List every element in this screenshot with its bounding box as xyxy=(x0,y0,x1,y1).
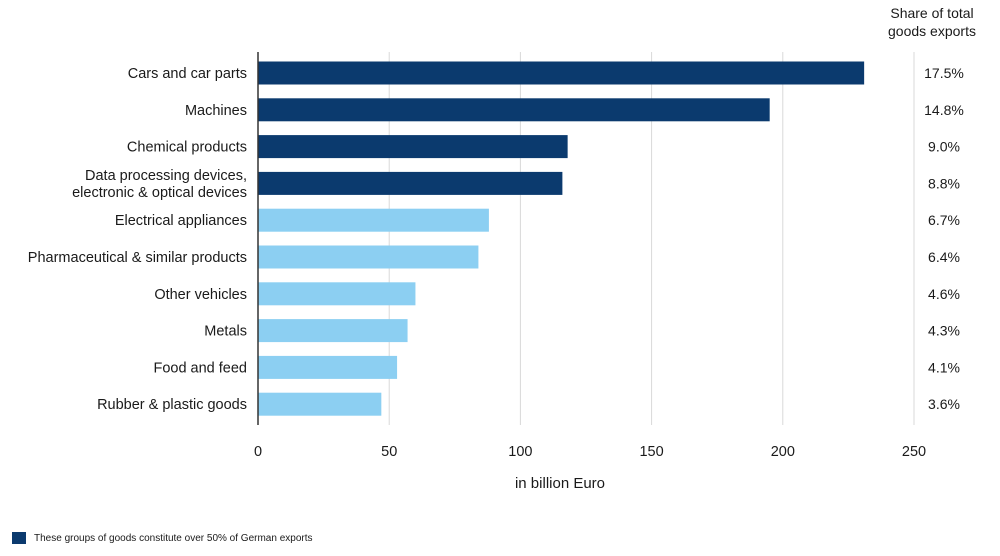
bar xyxy=(258,282,416,306)
bar xyxy=(258,245,479,269)
share-header: Share of total goods exports xyxy=(872,4,992,40)
x-tick-label: 200 xyxy=(771,444,795,460)
share-label: 3.6% xyxy=(928,396,960,412)
legend: These groups of goods constitute over 50… xyxy=(12,532,313,544)
x-tick-label: 150 xyxy=(639,444,663,460)
category-label: Electrical appliances xyxy=(115,213,247,229)
bar xyxy=(258,98,770,122)
bar xyxy=(258,171,563,195)
bar xyxy=(258,392,382,416)
category-label: Other vehicles xyxy=(154,287,247,303)
share-label: 6.7% xyxy=(928,212,960,228)
share-label: 4.6% xyxy=(928,286,960,302)
legend-swatch xyxy=(12,532,26,544)
legend-text: These groups of goods constitute over 50… xyxy=(34,532,313,544)
share-label: 6.4% xyxy=(928,249,960,265)
share-label: 14.8% xyxy=(924,102,964,118)
share-label: 9.0% xyxy=(928,139,960,155)
share-label: 8.8% xyxy=(928,175,960,191)
share-header-line-2: goods exports xyxy=(888,23,976,39)
x-tick-label: 100 xyxy=(508,444,532,460)
x-tick-label: 250 xyxy=(902,444,926,460)
bar xyxy=(258,61,865,85)
category-label: Data processing devices, xyxy=(85,168,247,184)
bar xyxy=(258,135,568,159)
bar xyxy=(258,355,398,379)
share-label: 4.1% xyxy=(928,359,960,375)
category-label: electronic & optical devices xyxy=(72,185,247,201)
share-label: 17.5% xyxy=(924,65,964,81)
category-label: Cars and car parts xyxy=(128,66,247,82)
x-axis-label: in billion Euro xyxy=(514,475,606,492)
bar xyxy=(258,319,408,343)
category-label: Pharmaceutical & similar products xyxy=(28,250,247,266)
x-tick-label: 0 xyxy=(254,444,262,460)
share-header-line-1: Share of total xyxy=(890,5,974,21)
x-tick-label: 50 xyxy=(381,444,397,460)
category-label: Rubber & plastic goods xyxy=(97,397,247,413)
category-label: Food and feed xyxy=(153,360,247,376)
bar xyxy=(258,208,489,232)
share-label: 4.3% xyxy=(928,323,960,339)
category-label: Machines xyxy=(185,103,247,119)
category-label: Chemical products xyxy=(127,140,247,156)
category-label: Metals xyxy=(204,324,247,340)
